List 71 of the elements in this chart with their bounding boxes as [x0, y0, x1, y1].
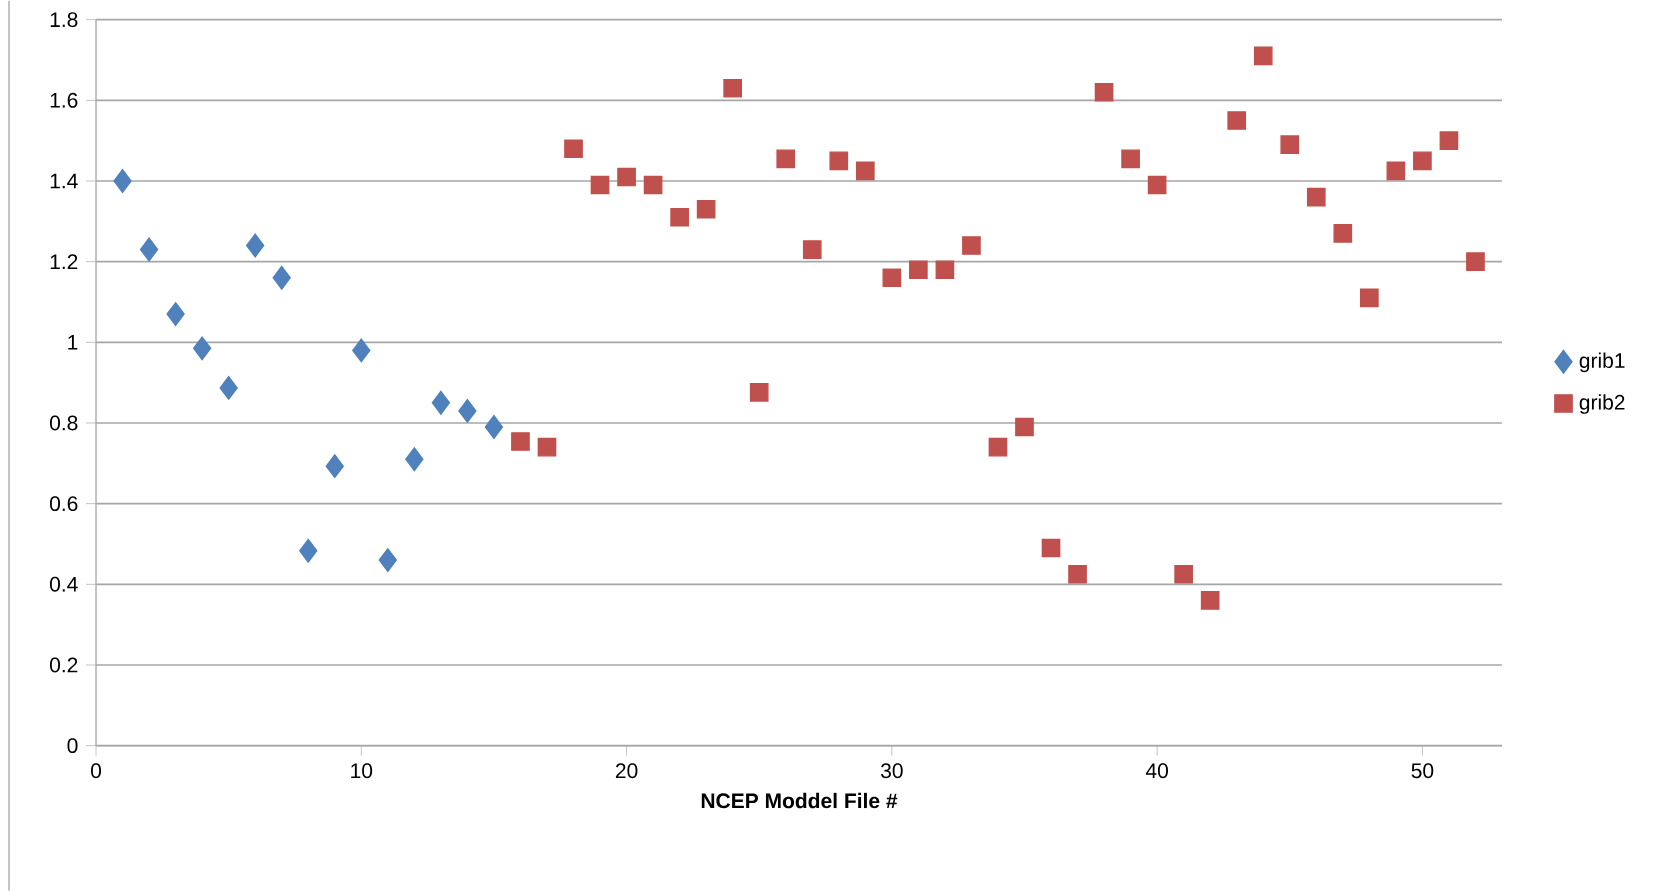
point: [829, 151, 849, 170]
y-tick-label: 0.2: [49, 657, 78, 673]
point: [1333, 223, 1353, 243]
point: [1068, 564, 1087, 584]
point: [1466, 252, 1485, 271]
y-tick-label: 1.6: [50, 92, 78, 108]
point: [1253, 46, 1273, 66]
y-tick-label: 1.8: [50, 12, 78, 27]
point: [246, 233, 265, 258]
point: [1015, 417, 1034, 437]
point: [1174, 564, 1193, 584]
point: [405, 447, 424, 472]
point: [352, 338, 371, 363]
point: [113, 168, 132, 193]
point: [1200, 590, 1220, 610]
point: [723, 78, 743, 98]
point: [537, 437, 557, 457]
point: [1386, 161, 1406, 181]
point: [325, 453, 344, 478]
point: [1413, 151, 1432, 170]
point: [1306, 187, 1326, 207]
y-tick-label: 1.2: [50, 254, 78, 269]
point: [564, 139, 583, 158]
point: [988, 437, 1008, 457]
point: [484, 414, 504, 439]
x-tick-label: 50: [1411, 763, 1434, 779]
point: [1147, 175, 1167, 195]
point: [855, 161, 875, 181]
y-tick-label: 0: [67, 738, 78, 753]
point: [511, 432, 530, 451]
x-tick-label: 30: [880, 763, 903, 779]
y-tick-label: 0.8: [49, 415, 78, 431]
point: [299, 538, 318, 563]
point: [166, 301, 185, 326]
x-axis-title: NCEP Moddel File #: [701, 792, 898, 809]
point: [272, 265, 291, 290]
x-tick-label: 40: [1145, 763, 1168, 779]
point: [909, 260, 928, 279]
point: [749, 382, 769, 402]
point: [1360, 288, 1379, 308]
legend-label: grib2: [1579, 394, 1625, 414]
point: [1227, 111, 1247, 130]
point: [219, 375, 238, 400]
point: [1094, 82, 1114, 102]
point: [776, 149, 796, 168]
point: [590, 175, 610, 195]
point: [696, 199, 716, 219]
x-tick-label: 0: [91, 763, 102, 779]
point: [617, 167, 636, 187]
point: [139, 237, 159, 262]
point: [458, 398, 477, 423]
legend-label: grib1: [1579, 352, 1625, 373]
y-tick-label: 1.4: [50, 173, 78, 189]
y-tick-label: 0.4: [49, 576, 78, 592]
point: [935, 260, 955, 279]
point: [1439, 131, 1459, 150]
point: [378, 547, 397, 572]
point: [1121, 149, 1140, 168]
point: [670, 207, 689, 227]
point: [1041, 538, 1061, 558]
point: [962, 236, 981, 255]
point: [802, 240, 822, 259]
point: [643, 175, 663, 195]
point: [1280, 135, 1300, 154]
point: [882, 268, 902, 287]
y-tick-label: 0.6: [49, 496, 78, 511]
point: [192, 336, 212, 361]
point: [431, 390, 451, 415]
y-tick-label: 1: [68, 334, 78, 350]
x-tick-label: 20: [615, 763, 638, 779]
x-tick-label: 10: [351, 763, 373, 779]
